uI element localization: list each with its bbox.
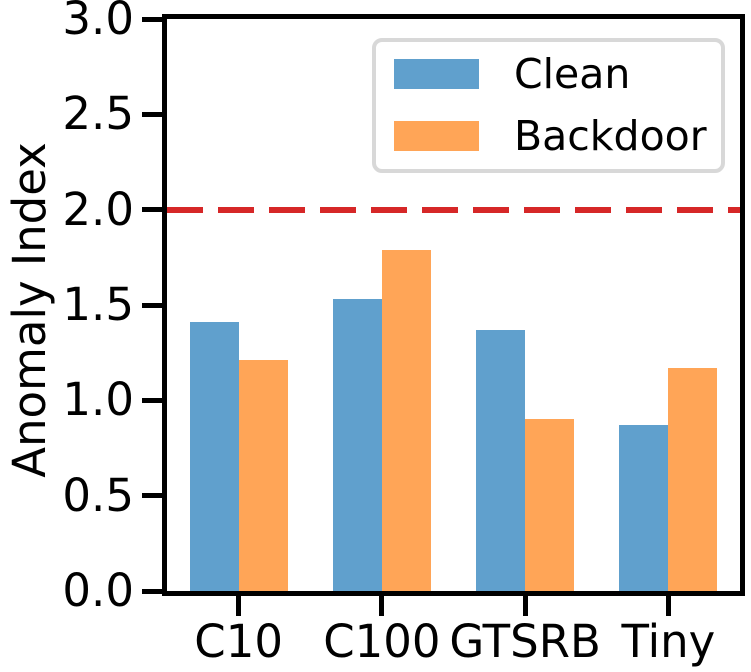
x-tick-label: GTSRB [449, 615, 601, 668]
y-tick-mark [142, 111, 162, 117]
y-tick-label: 3.0 [62, 0, 134, 45]
legend-item-clean: Clean [394, 53, 721, 94]
bar-backdoor-tiny [668, 367, 718, 591]
y-tick-mark [142, 16, 162, 22]
bar-clean-gtsrb [476, 329, 526, 591]
bar-backdoor-c100 [381, 249, 431, 591]
legend-label-clean: Clean [514, 49, 631, 98]
y-tick-label: 2.5 [62, 87, 134, 141]
bar-backdoor-gtsrb [525, 419, 575, 591]
x-tick-label: C100 [323, 615, 441, 668]
x-tick-mark [522, 596, 528, 616]
y-tick-mark [142, 493, 162, 499]
y-tick-mark [142, 302, 162, 308]
y-tick-label: 0.5 [62, 468, 134, 522]
legend-item-backdoor: Backdoor [394, 115, 721, 156]
x-tick-label: C10 [194, 615, 283, 668]
legend-label-backdoor: Backdoor [514, 111, 707, 160]
y-tick-mark [142, 588, 162, 594]
legend: Clean Backdoor [372, 38, 725, 173]
x-tick-mark [236, 596, 242, 616]
y-tick-label: 1.0 [62, 373, 134, 427]
bar-clean-tiny [619, 425, 669, 591]
bar-clean-c10 [189, 322, 239, 591]
y-tick-label: 1.5 [62, 278, 134, 331]
clean-color-swatch [394, 59, 479, 89]
y-tick-mark [142, 207, 162, 213]
bar-backdoor-c10 [238, 360, 288, 591]
bar-clean-c100 [332, 299, 382, 591]
y-tick-label: 2.0 [62, 182, 134, 236]
plot-area: Clean Backdoor [162, 14, 745, 596]
x-tick-label: Tiny [621, 615, 716, 668]
threshold-line [167, 206, 740, 213]
backdoor-color-swatch [394, 121, 479, 151]
y-tick-mark [142, 397, 162, 403]
x-tick-mark [665, 596, 671, 616]
y-tick-label: 0.0 [62, 564, 134, 617]
x-tick-mark [379, 596, 385, 616]
